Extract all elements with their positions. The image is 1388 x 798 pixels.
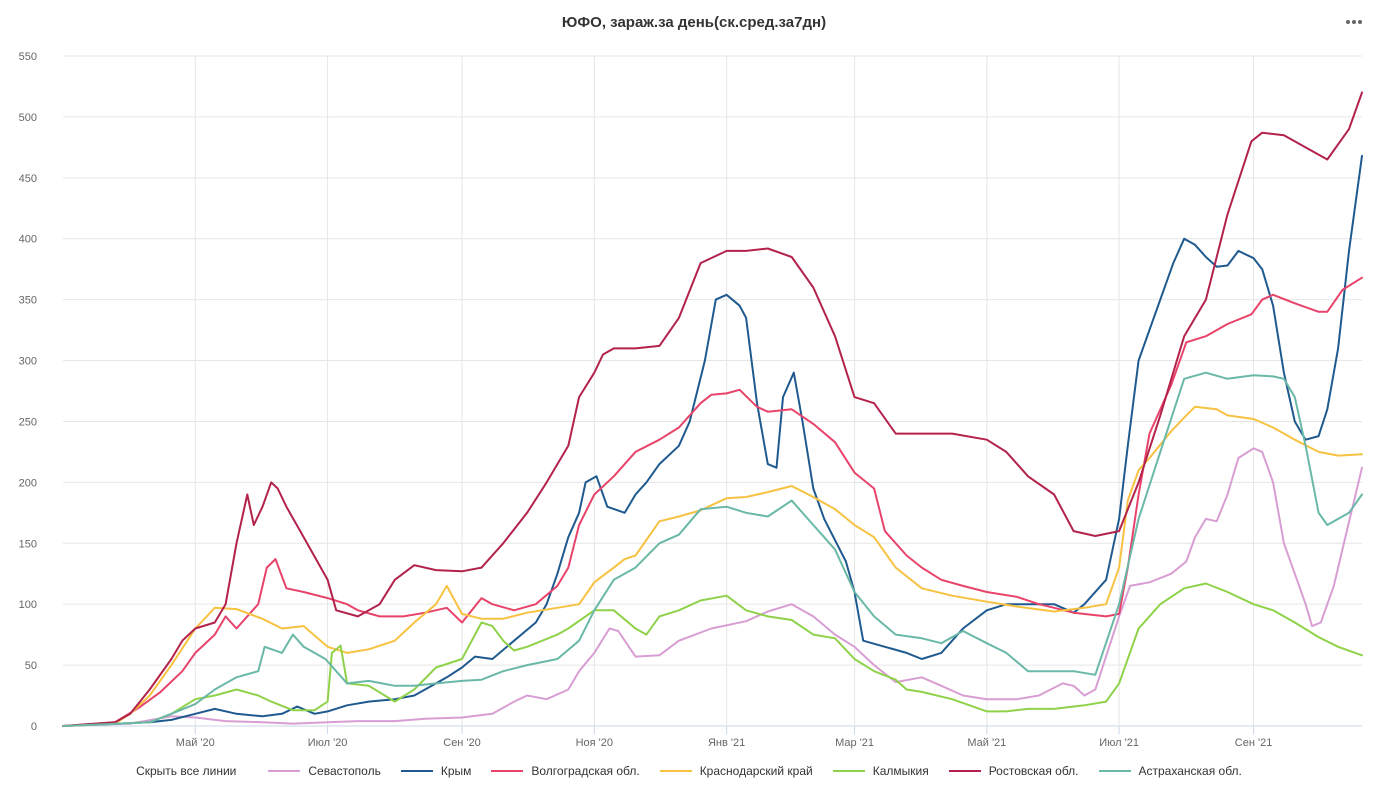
series-line-Волгоградская обл. <box>62 276 1363 727</box>
y-tick-label: 150 <box>19 538 37 550</box>
legend-swatch <box>948 770 981 772</box>
y-tick-label: 50 <box>25 660 37 672</box>
y-tick-label: 250 <box>19 416 37 428</box>
legend-label: Краснодарский край <box>699 764 813 778</box>
y-tick-label: 400 <box>19 234 37 246</box>
y-tick-label: 450 <box>19 173 37 185</box>
legend-label: Ростовская обл. <box>988 764 1079 778</box>
y-tick-label: 550 <box>19 51 37 63</box>
plot-area: 0 50 100 150 200 250 300 350 400 450 500 550 Май '20… <box>19 51 1363 749</box>
series-line-Ростовская обл. <box>62 91 1363 727</box>
series-line-Севастополь <box>62 447 1363 727</box>
y-tick-label: 100 <box>19 599 37 611</box>
legend-swatch <box>491 770 524 772</box>
more-options-icon[interactable] <box>1342 12 1366 32</box>
x-tick-label: Июл '21 <box>1099 737 1139 749</box>
legend-swatch <box>1098 770 1131 772</box>
x-tick-label: Сен '20 <box>443 737 481 749</box>
series-line-Астраханская обл. <box>62 371 1363 727</box>
legend-label: Крым <box>440 764 472 778</box>
y-tick-label: 300 <box>19 356 37 368</box>
legend-label: Калмыкия <box>872 764 929 778</box>
legend-label: Астраханская обл. <box>1138 764 1242 778</box>
y-tick-label: 500 <box>19 112 37 124</box>
legend-label: Севастополь <box>308 764 381 778</box>
legend-label: Волгоградская обл. <box>531 764 640 778</box>
y-tick-label: 350 <box>19 295 37 307</box>
legend-item[interactable]: Ростовская обл. <box>948 764 1079 778</box>
x-tick-label: Май '20 <box>176 737 215 749</box>
legend-swatch <box>832 770 865 772</box>
legend-item[interactable]: Краснодарский край <box>659 764 813 778</box>
x-tick-label: Янв '21 <box>708 737 745 749</box>
legend: Скрыть все линии Севастополь Крым Волгогра… <box>0 764 1388 778</box>
x-tick-label: Ноя '20 <box>576 737 613 749</box>
chart-title: ЮФО, зараж.за день(ск.сред.за7дн) <box>561 14 827 31</box>
y-tick-label: 0 <box>31 721 37 733</box>
legend-swatch <box>400 770 433 772</box>
x-tick-label: Мар '21 <box>835 737 874 749</box>
y-tick-label: 200 <box>19 477 37 489</box>
series-line-Калмыкия <box>62 582 1363 727</box>
x-tick-label: Май '21 <box>967 737 1006 749</box>
legend-item[interactable]: Астраханская обл. <box>1098 764 1242 778</box>
legend-item[interactable]: Севастополь <box>268 764 381 778</box>
legend-item[interactable]: Волгоградская обл. <box>491 764 640 778</box>
x-tick-label: Сен '21 <box>1235 737 1273 749</box>
hide-all-lines-button[interactable]: Скрыть все линии <box>136 764 237 778</box>
legend-swatch <box>268 770 301 772</box>
menu-dot <box>1358 20 1362 24</box>
series-line-Краснодарский край <box>62 405 1363 727</box>
menu-dot <box>1352 20 1356 24</box>
series-line-Крым <box>62 154 1363 727</box>
menu-dot <box>1346 20 1350 24</box>
x-tick-label: Июл '20 <box>308 737 348 749</box>
legend-swatch <box>659 770 692 772</box>
legend-item[interactable]: Крым <box>400 764 472 778</box>
legend-item[interactable]: Калмыкия <box>832 764 929 778</box>
